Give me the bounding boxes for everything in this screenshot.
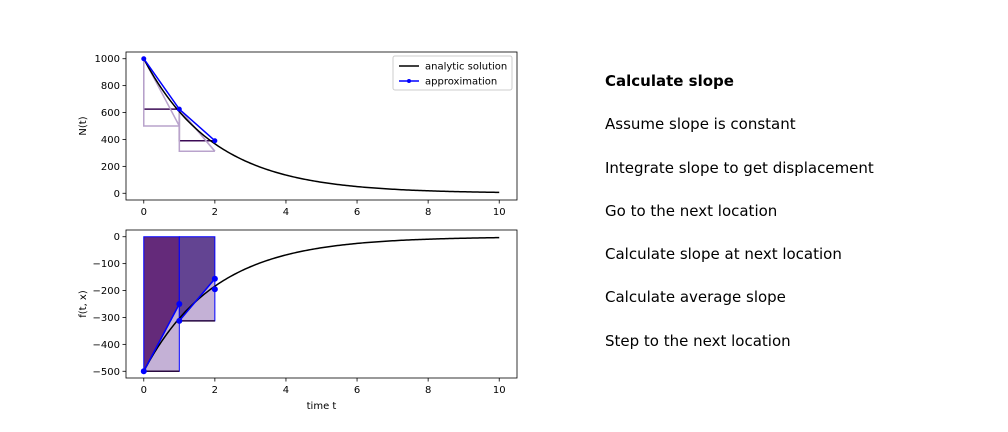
x-tick-label: 2 bbox=[212, 385, 218, 396]
y-axis-label: f(t, x) bbox=[78, 290, 89, 318]
approximation-point bbox=[176, 301, 183, 307]
y-tick-label: −300 bbox=[93, 313, 120, 324]
y-tick-label: −500 bbox=[93, 367, 120, 378]
y-axis-label: N(t) bbox=[78, 116, 89, 135]
step-item: Calculate slope at next location bbox=[605, 245, 842, 264]
analytic-solution-line bbox=[143, 58, 500, 194]
chart-panel-2: 0 2 4 6 8 10 0 −100 −200 −300 −400 −500 f(t, x) time … bbox=[78, 229, 518, 412]
approximation-point bbox=[141, 56, 147, 62]
legend-entry: approximation bbox=[425, 77, 497, 88]
legend-entry: analytic solution bbox=[425, 62, 507, 73]
x-axis-label: time t bbox=[307, 401, 337, 412]
x-tick-label: 2 bbox=[212, 207, 218, 218]
approximation-point bbox=[211, 286, 218, 293]
x-tick-label: 0 bbox=[141, 207, 147, 218]
approximation-point bbox=[140, 368, 147, 375]
y-tick-label: 800 bbox=[101, 81, 120, 92]
x-tick-label: 8 bbox=[425, 385, 431, 396]
x-tick-label: 0 bbox=[141, 385, 147, 396]
approximation-point bbox=[211, 275, 218, 282]
approximation-line bbox=[143, 303, 180, 372]
approximation-line bbox=[178, 278, 216, 322]
x-tick-label: 6 bbox=[354, 207, 360, 218]
y-tick-label: −400 bbox=[93, 340, 120, 351]
y-tick-label: 600 bbox=[101, 108, 120, 119]
approximation-point bbox=[212, 138, 218, 144]
y-tick-label: −200 bbox=[93, 286, 120, 297]
step-item: Calculate slope bbox=[605, 72, 734, 90]
x-tick-label: 4 bbox=[283, 385, 289, 396]
step-item: Assume slope is constant bbox=[605, 115, 796, 134]
x-tick-label: 8 bbox=[425, 207, 431, 218]
legend-box bbox=[392, 55, 513, 91]
y-tick-label: −100 bbox=[93, 259, 120, 270]
legend-marker bbox=[407, 79, 411, 83]
analytic-solution-line bbox=[143, 236, 500, 372]
x-tick-label: 4 bbox=[283, 207, 289, 218]
y-tick-label: 1000 bbox=[95, 54, 120, 65]
step-item: Step to the next location bbox=[605, 331, 791, 350]
x-tick-label: 6 bbox=[354, 385, 360, 396]
y-tick-label: 0 bbox=[114, 189, 120, 200]
y-tick-label: 0 bbox=[114, 232, 120, 243]
approximation-point bbox=[176, 317, 183, 324]
axes-frame bbox=[125, 229, 518, 379]
step-item: Calculate average slope bbox=[605, 288, 786, 307]
y-tick-label: 400 bbox=[101, 135, 120, 146]
step-item: Go to the next location bbox=[605, 201, 778, 220]
axes-frame bbox=[125, 51, 518, 201]
approximation-point bbox=[176, 106, 182, 112]
step-list: Calculate slope Assume slope is constant… bbox=[605, 72, 995, 375]
step-item: Integrate slope to get displacement bbox=[605, 158, 874, 177]
legend: analytic solution approximation bbox=[392, 55, 513, 91]
y-tick-label: 200 bbox=[101, 162, 120, 173]
x-tick-label: 10 bbox=[493, 385, 506, 396]
chart-panel-1: 0 2 4 6 8 10 0 200 400 600 800 1000 N(t) analytic sol… bbox=[78, 51, 518, 218]
x-tick-label: 10 bbox=[493, 207, 506, 218]
